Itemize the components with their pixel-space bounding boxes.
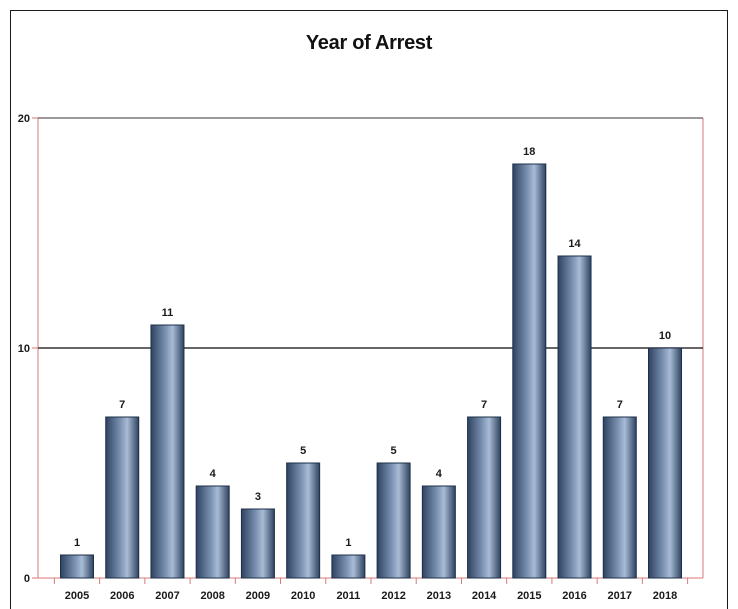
data-label-2010: 5 <box>300 445 306 457</box>
x-tick-label-2016: 2016 <box>562 590 586 602</box>
bars-group <box>60 163 682 579</box>
data-label-2014: 7 <box>481 399 487 411</box>
x-tick-label-2015: 2015 <box>517 590 541 602</box>
data-label-2013: 4 <box>436 468 443 480</box>
data-label-2016: 14 <box>568 238 581 250</box>
data-label-2012: 5 <box>391 445 397 457</box>
bar-2013 <box>421 485 456 579</box>
x-tick-label-2011: 2011 <box>336 590 360 602</box>
bar-2017 <box>602 416 637 579</box>
x-tick-label-2006: 2006 <box>110 590 134 602</box>
y-tick-label: 10 <box>18 343 30 355</box>
y-tick-label: 0 <box>24 573 30 585</box>
x-tick-label-2010: 2010 <box>291 590 315 602</box>
bar-2005 <box>60 554 94 579</box>
bar-2007 <box>150 324 185 579</box>
bar-2009 <box>240 508 275 579</box>
data-label-2008: 4 <box>210 468 217 480</box>
data-label-2017: 7 <box>617 399 623 411</box>
bar-2011 <box>331 554 366 579</box>
data-label-2011: 1 <box>345 537 351 549</box>
data-labels-group: 1 7 11 4 3 5 1 5 4 7 18 14 7 10 <box>74 146 671 549</box>
x-tick-label-2005: 2005 <box>65 590 89 602</box>
bar-2008 <box>195 485 230 579</box>
x-tick-label-2013: 2013 <box>427 590 451 602</box>
data-label-2007: 11 <box>162 307 174 319</box>
y-axis-ticks: 0 10 20 <box>18 113 38 585</box>
data-label-2005: 1 <box>74 537 80 549</box>
x-tick-label-2007: 2007 <box>155 590 179 602</box>
x-tick-label-2014: 2014 <box>472 590 497 602</box>
x-axis-ticks: 2005 2006 2007 2008 2009 2010 2011 2012 2013 2014… <box>53 578 689 602</box>
x-tick-label-2012: 2012 <box>381 590 405 602</box>
y-tick-label: 20 <box>18 113 30 125</box>
bar-2006 <box>105 416 140 579</box>
x-tick-label-2009: 2009 <box>246 590 270 602</box>
x-tick-label-2017: 2017 <box>608 590 632 602</box>
bar-2014 <box>467 416 502 579</box>
bar-2010 <box>286 462 321 579</box>
data-label-2015: 18 <box>523 146 535 158</box>
data-label-2018: 10 <box>659 330 671 342</box>
bar-2012 <box>376 462 411 579</box>
x-tick-label-2008: 2008 <box>200 590 224 602</box>
bar-2018 <box>648 347 682 579</box>
bar-2015 <box>512 163 547 579</box>
bar-2016 <box>557 255 592 579</box>
data-label-2006: 7 <box>119 399 125 411</box>
chart-title: Year of Arrest <box>305 32 433 54</box>
data-label-2009: 3 <box>255 491 261 503</box>
x-tick-label-2018: 2018 <box>653 590 677 602</box>
